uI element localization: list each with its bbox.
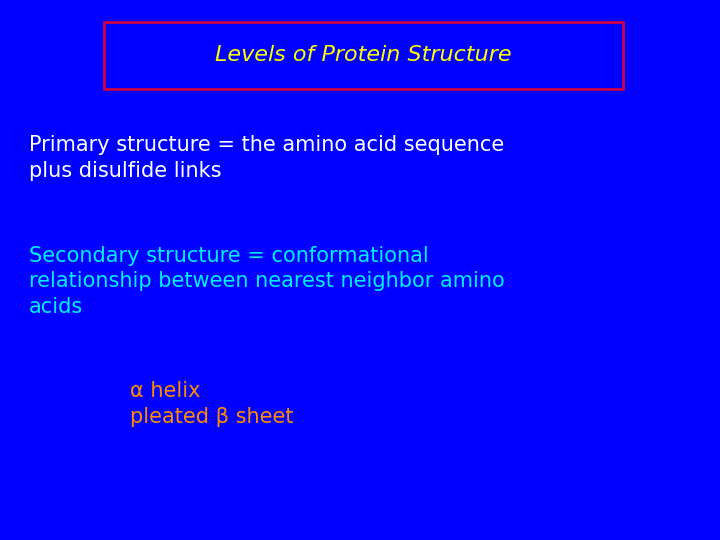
Text: Levels of Protein Structure: Levels of Protein Structure bbox=[215, 45, 512, 65]
FancyBboxPatch shape bbox=[104, 22, 623, 89]
Text: Secondary structure = conformational
relationship between nearest neighbor amino: Secondary structure = conformational rel… bbox=[29, 246, 505, 317]
Text: Primary structure = the amino acid sequence
plus disulfide links: Primary structure = the amino acid seque… bbox=[29, 135, 504, 180]
Text: α helix
pleated β sheet: α helix pleated β sheet bbox=[130, 381, 293, 427]
